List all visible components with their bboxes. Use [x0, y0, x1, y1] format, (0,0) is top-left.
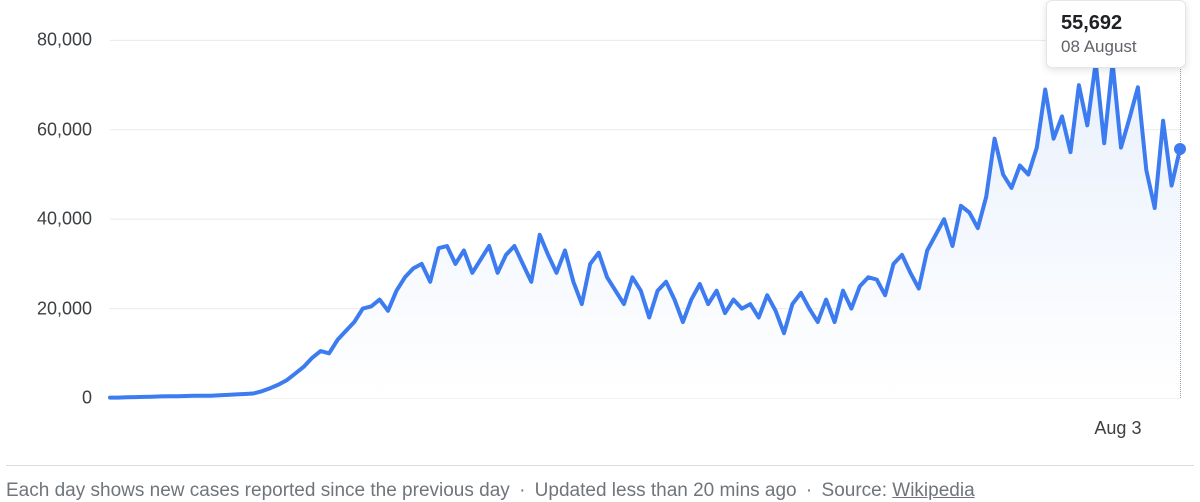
hover-tooltip: 55,692 08 August: [1046, 0, 1186, 68]
cases-chart[interactable]: 55,692 08 August 0 20,000 40,000 60,000 80,0…: [0, 0, 1200, 440]
tooltip-value: 55,692: [1061, 11, 1171, 35]
y-tick-label: 80,000: [37, 30, 92, 51]
tooltip-date: 08 August: [1061, 37, 1171, 57]
y-tick-label: 20,000: [37, 298, 92, 319]
chart-footer: Each day shows new cases reported since …: [6, 465, 1194, 502]
footer-updated: Updated less than 20 mins ago: [535, 480, 797, 501]
footer-source-link[interactable]: Wikipedia: [892, 480, 974, 501]
hover-vertical-line: [1180, 18, 1181, 398]
footer-description: Each day shows new cases reported since …: [6, 480, 510, 501]
y-tick-label: 0: [82, 388, 92, 409]
footer-sep-2: ·: [806, 480, 812, 501]
y-tick-label: 60,000: [37, 119, 92, 140]
footer-source-prefix: Source:: [822, 480, 887, 501]
hover-marker: [1174, 143, 1186, 155]
y-tick-label: 40,000: [37, 209, 92, 230]
chart-svg: [0, 0, 1200, 440]
x-tick-label: Aug 3: [1094, 418, 1141, 439]
footer-sep-1: ·: [519, 480, 525, 501]
